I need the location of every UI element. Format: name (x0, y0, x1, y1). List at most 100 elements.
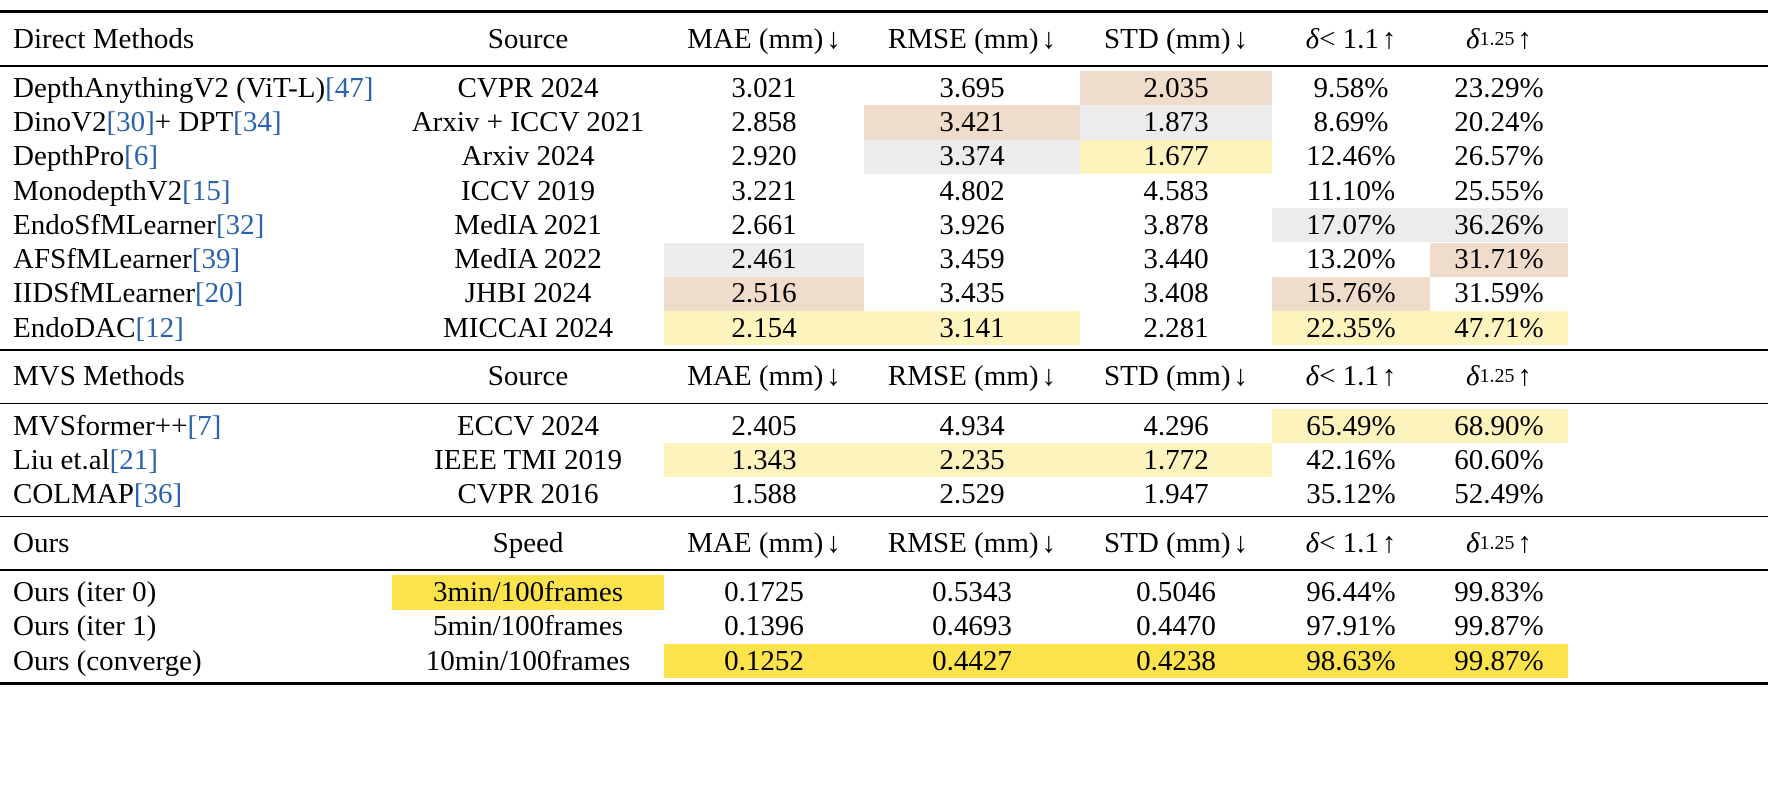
citation-link: [47] (325, 71, 374, 104)
citation-link: [39] (191, 243, 241, 276)
method-name: IIDSfMLearner [20] (0, 277, 392, 311)
header-cell: MVS Methods (0, 351, 392, 403)
method-name: EndoDAC [12] (0, 311, 392, 345)
header-label: STD (mm) (1104, 526, 1231, 559)
method-name: DepthPro [6] (0, 140, 392, 174)
metric-value: 0.4427 (932, 644, 1012, 677)
method-label: COLMAP (13, 478, 134, 511)
metric-value: 1.947 (1143, 478, 1209, 511)
header-label: Source (487, 22, 569, 55)
metric-value: 0.4470 (1136, 610, 1216, 643)
header-threshold: < 1.1 (1319, 360, 1379, 393)
metric-mae: 2.661 (664, 208, 864, 242)
metric-mae: 0.1396 (664, 610, 864, 644)
citation-link: [32] (215, 208, 265, 241)
method-name: Liu et.al [21] (0, 443, 392, 477)
header-label: RMSE (mm) (887, 22, 1039, 55)
source-label: IEEE TMI 2019 (434, 443, 622, 476)
source-label: MICCAI 2024 (443, 311, 613, 344)
down-arrow-icon: ↓ (826, 360, 841, 393)
method-name: DinoV2 [30] + DPT [34] (0, 105, 392, 139)
header-cell: MAE (mm) ↓ (664, 351, 864, 403)
header-cell: δ 1.25 ↑ (1430, 13, 1568, 65)
method-name: EndoSfMLearner [32] (0, 208, 392, 242)
header-delta-symbol: δ (1466, 526, 1480, 559)
source-label: 10min/100frames (425, 644, 631, 677)
metric-value: 99.83% (1454, 575, 1544, 608)
method-label: MVSformer++ (13, 409, 188, 442)
metric-d11: 96.44% (1272, 575, 1430, 609)
metric-d11: 97.91% (1272, 610, 1430, 644)
metric-mae: 1.588 (664, 478, 864, 512)
metric-std: 0.4238 (1080, 643, 1272, 679)
down-arrow-icon: ↓ (1233, 526, 1248, 559)
header-label: MVS Methods (13, 360, 185, 393)
metric-std: 0.5046 (1080, 575, 1272, 609)
top-rule (0, 10, 1768, 13)
metric-value: 65.49% (1306, 409, 1396, 442)
source-cell: MICCAI 2024 (392, 311, 664, 345)
header-label: STD (mm) (1104, 22, 1231, 55)
metric-d11: 13.20% (1272, 243, 1430, 277)
header-cell: MAE (mm) ↓ (664, 517, 864, 569)
header-label: Speed (492, 526, 564, 559)
source-cell: Arxiv + ICCV 2021 (392, 105, 664, 139)
citation-link: [36] (133, 478, 183, 511)
header-delta-symbol: δ (1305, 22, 1320, 55)
method-label: Ours (iter 1) (13, 610, 157, 643)
header-cell: RMSE (mm) ↓ (864, 351, 1080, 403)
metric-mae: 1.343 (664, 443, 864, 478)
metric-value: 2.405 (731, 409, 797, 442)
metric-value: 97.91% (1306, 610, 1396, 643)
method-label: MonodepthV2 (13, 174, 183, 207)
method-name: Ours (iter 0) (0, 575, 392, 609)
metric-value: 8.69% (1313, 105, 1389, 138)
header-subscript: 1.25 (1479, 531, 1515, 554)
metric-value: 3.459 (939, 243, 1005, 276)
metric-value: 13.20% (1306, 243, 1396, 276)
metric-value: 36.26% (1454, 208, 1544, 241)
metric-value: 68.90% (1454, 409, 1544, 442)
metric-d125: 36.26% (1430, 208, 1568, 243)
metric-value: 2.154 (731, 311, 797, 344)
source-label: JHBI 2024 (464, 277, 592, 310)
method-label: AFSfMLearner (13, 243, 192, 276)
down-arrow-icon: ↓ (826, 22, 841, 55)
bottom-rule (0, 682, 1768, 686)
up-arrow-icon: ↑ (1381, 360, 1397, 393)
metric-d11: 11.10% (1272, 174, 1430, 208)
metric-value: 35.12% (1306, 478, 1396, 511)
citation-link: [7] (187, 409, 222, 442)
header-subscript: 1.25 (1479, 365, 1515, 388)
source-cell: CVPR 2016 (392, 478, 664, 512)
metric-d125: 99.83% (1430, 575, 1568, 609)
header-cell: MAE (mm) ↓ (664, 13, 864, 65)
header-threshold: < 1.1 (1319, 22, 1379, 55)
citation-link: [20] (194, 277, 244, 310)
method-label: Ours (iter 0) (13, 575, 157, 608)
metric-value: 2.516 (731, 277, 797, 310)
metric-d11: 8.69% (1272, 105, 1430, 139)
metric-rmse: 4.802 (864, 174, 1080, 208)
source-cell: ICCV 2019 (392, 174, 664, 208)
header-subscript: 1.25 (1479, 27, 1515, 50)
metric-d125: 20.24% (1430, 105, 1568, 139)
metric-rmse: 3.926 (864, 208, 1080, 242)
header-cell: Ours (0, 517, 392, 569)
down-arrow-icon: ↓ (826, 526, 841, 559)
header-label: Source (487, 360, 569, 393)
metric-mae: 2.858 (664, 105, 864, 139)
metric-value: 31.59% (1454, 277, 1544, 310)
metric-rmse: 3.374 (864, 139, 1080, 174)
method-name: AFSfMLearner [39] (0, 243, 392, 277)
header-cell: STD (mm) ↓ (1080, 517, 1272, 569)
metric-value: 52.49% (1454, 478, 1544, 511)
metric-d11: 65.49% (1272, 408, 1430, 444)
header-rule (0, 65, 1768, 67)
header-label: Ours (13, 526, 70, 559)
citation-link: [21] (109, 443, 158, 476)
header-label: RMSE (mm) (887, 360, 1039, 393)
metric-d11: 42.16% (1272, 443, 1430, 477)
source-cell: Arxiv 2024 (392, 140, 664, 174)
